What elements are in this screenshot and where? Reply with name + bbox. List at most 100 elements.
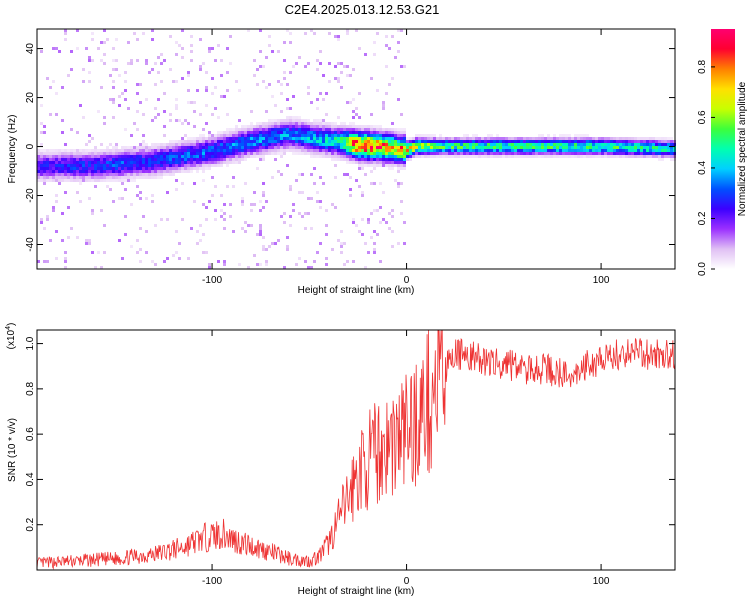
heatmap-cell [661, 143, 664, 146]
heatmap-cell [361, 128, 364, 131]
heatmap-cell [490, 140, 493, 143]
heatmap-cell [208, 266, 211, 269]
heatmap-cell [517, 140, 520, 143]
heatmap-cell [475, 137, 478, 140]
heatmap-cell [622, 155, 625, 158]
heatmap-cell [40, 131, 43, 134]
heatmap-cell [40, 218, 43, 221]
heatmap-cell [295, 137, 298, 140]
heatmap-cell [667, 143, 670, 146]
heatmap-cell [121, 161, 124, 164]
heatmap-cell [55, 176, 58, 179]
heatmap-cell [262, 152, 265, 155]
heatmap-cell [496, 149, 499, 152]
heatmap-cell [43, 167, 46, 170]
heatmap-cell [391, 134, 394, 137]
heatmap-cell [283, 212, 286, 215]
heatmap-cell [100, 41, 103, 44]
heatmap-cell [181, 164, 184, 167]
heatmap-cell [220, 134, 223, 137]
heatmap-cell [172, 140, 175, 143]
heatmap-cell [394, 146, 397, 149]
heatmap-cell [490, 149, 493, 152]
heatmap-cell [637, 137, 640, 140]
heatmap-cell [115, 59, 118, 62]
heatmap-cell [184, 119, 187, 122]
heatmap-cell [145, 161, 148, 164]
heatmap-cell [103, 179, 106, 182]
heatmap-cell [286, 146, 289, 149]
heatmap-cell [223, 203, 226, 206]
heatmap-cell [217, 143, 220, 146]
heatmap-cell [103, 155, 106, 158]
heatmap-cell [457, 137, 460, 140]
heatmap-cell [448, 137, 451, 140]
heatmap-cell [598, 149, 601, 152]
heatmap-cell [535, 140, 538, 143]
heatmap-cell [175, 167, 178, 170]
heatmap-cell [139, 149, 142, 152]
heatmap-cell [43, 131, 46, 134]
heatmap-cell [301, 128, 304, 131]
heatmap-cell [46, 176, 49, 179]
heatmap-cell [427, 149, 430, 152]
heatmap-cell [436, 155, 439, 158]
heatmap-cell [154, 146, 157, 149]
heatmap-cell [145, 164, 148, 167]
heatmap-cell [364, 146, 367, 149]
heatmap-cell [88, 71, 91, 74]
heatmap-cell [244, 146, 247, 149]
heatmap-cell [289, 116, 292, 119]
heatmap-cell [358, 131, 361, 134]
heatmap-cell [322, 98, 325, 101]
heatmap-cell [229, 134, 232, 137]
heatmap-cell [250, 122, 253, 125]
heatmap-cell [517, 149, 520, 152]
heatmap-cell [346, 65, 349, 68]
heatmap-cell [37, 158, 40, 161]
heatmap-cell [256, 131, 259, 134]
heatmap-cell [64, 260, 67, 263]
snr-scale-prefix: (x10 [6, 329, 17, 349]
heatmap-cell [316, 140, 319, 143]
heatmap-cell [382, 128, 385, 131]
heatmap-cell [277, 119, 280, 122]
heatmap-cell [61, 161, 64, 164]
heatmap-cell [136, 59, 139, 62]
heatmap-cell [106, 185, 109, 188]
heatmap-cell [52, 179, 55, 182]
heatmap-cell [379, 134, 382, 137]
heatmap-cell [361, 155, 364, 158]
heatmap-cell [397, 158, 400, 161]
heatmap-cell [256, 122, 259, 125]
heatmap-cell [391, 167, 394, 170]
heatmap-cell [142, 155, 145, 158]
heatmap-cell [154, 167, 157, 170]
heatmap-cell [568, 137, 571, 140]
heatmap-cell [154, 155, 157, 158]
heatmap-cell [616, 152, 619, 155]
heatmap-cell [139, 227, 142, 230]
heatmap-cell [178, 143, 181, 146]
heatmap-cell [112, 98, 115, 101]
heatmap-cell [136, 161, 139, 164]
heatmap-cell [505, 146, 508, 149]
heatmap-cell [160, 176, 163, 179]
heatmap-cell [313, 134, 316, 137]
heatmap-cell [127, 164, 130, 167]
heatmap-cell [601, 155, 604, 158]
heatmap-cell [310, 140, 313, 143]
heatmap-cell [481, 143, 484, 146]
heatmap-cell [631, 140, 634, 143]
heatmap-cell [292, 209, 295, 212]
colorbar-label: Normalized spectral amplitude [737, 81, 748, 216]
heatmap-cell [337, 128, 340, 131]
heatmap-cell [448, 155, 451, 158]
heatmap-cell [166, 158, 169, 161]
heatmap-cell [430, 140, 433, 143]
heatmap-cell [340, 134, 343, 137]
heatmap-cell [283, 128, 286, 131]
heatmap-cell [358, 164, 361, 167]
heatmap-cell [379, 221, 382, 224]
heatmap-cell [427, 137, 430, 140]
